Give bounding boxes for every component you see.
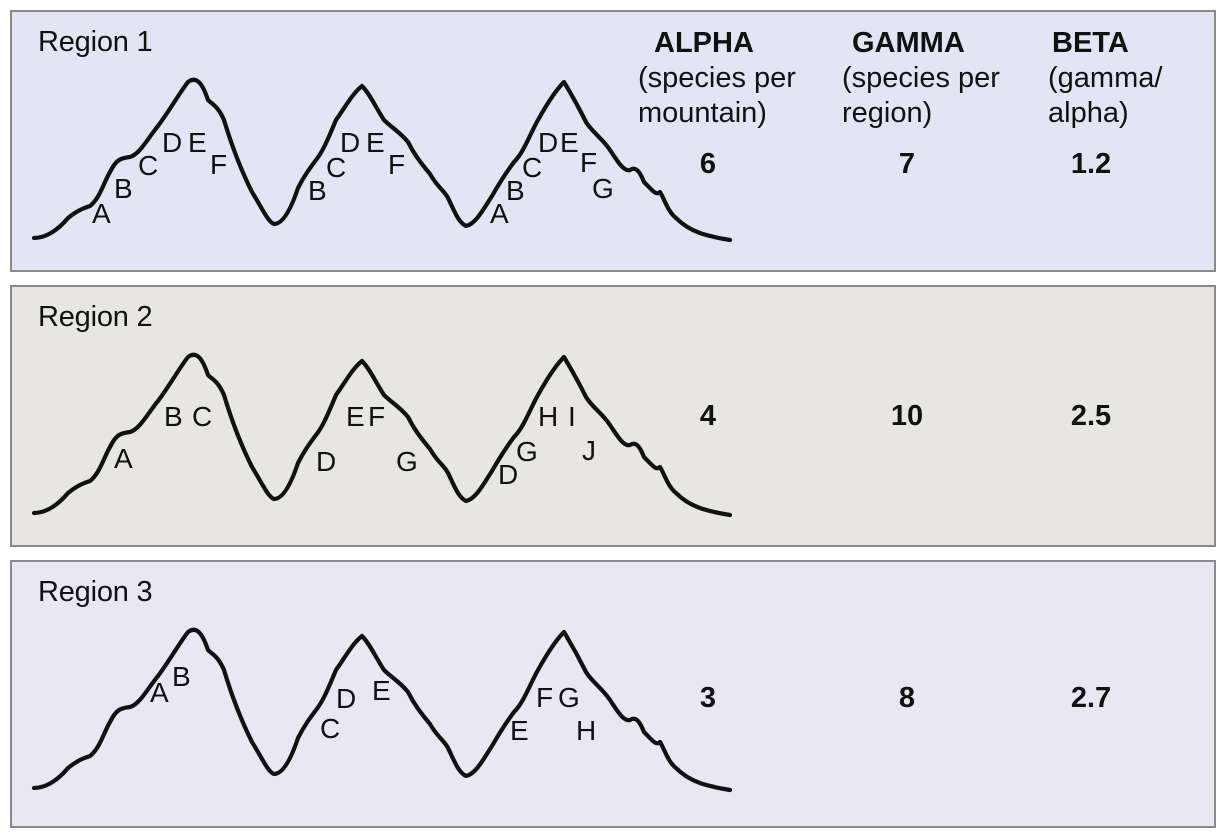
region-3-gamma-value: 8 (898, 682, 916, 714)
gamma-header-subtitle: (species per region) (842, 62, 1000, 129)
region-2-beta-value: 2.5 (1070, 400, 1112, 432)
gamma-column-header: GAMMA (species per region) (842, 26, 1000, 131)
region-title: Region 2 (38, 301, 153, 333)
region-1-mountains (31, 77, 733, 243)
mountain-ridge-line (31, 77, 733, 243)
mountain-ridge-line (31, 352, 733, 518)
alpha-column-header: ALPHA (species per mountain) (638, 26, 796, 131)
region-3-beta-value: 2.7 (1070, 682, 1112, 714)
beta-column-header: BETA (gamma/ alpha) (1048, 26, 1162, 131)
beta-header-subtitle: (gamma/ alpha) (1048, 62, 1163, 129)
region-3-alpha-value: 3 (699, 682, 717, 714)
region-2-mountains (31, 352, 733, 518)
region-2-panel: Region 2 (10, 285, 1216, 547)
region-1-panel: Region 1 (10, 10, 1216, 272)
beta-header-name: BETA (1052, 27, 1129, 59)
gamma-header-name: GAMMA (852, 27, 965, 59)
region-2-alpha-value: 4 (699, 400, 717, 432)
alpha-header-name: ALPHA (654, 27, 754, 59)
region-title: Region 1 (38, 26, 153, 58)
region-3-panel: Region 3 (10, 560, 1216, 828)
region-2-gamma-value: 10 (890, 400, 924, 432)
alpha-header-subtitle: (species per mountain) (638, 62, 796, 129)
region-1-alpha-value: 6 (699, 148, 717, 180)
mountain-ridge-line (31, 627, 733, 793)
region-1-gamma-value: 7 (898, 148, 916, 180)
region-1-beta-value: 1.2 (1070, 148, 1112, 180)
region-title: Region 3 (38, 576, 153, 608)
region-3-mountains (31, 627, 733, 793)
